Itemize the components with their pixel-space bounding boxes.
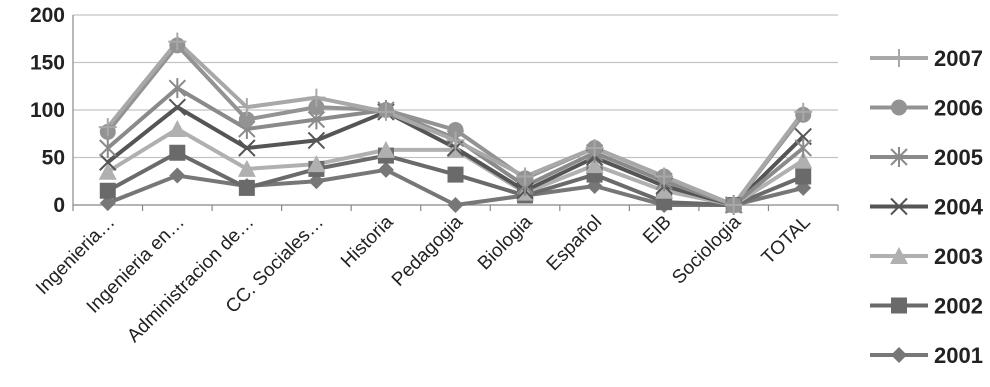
marker-circle xyxy=(891,99,907,116)
marker-diamond xyxy=(377,161,394,178)
marker-x xyxy=(99,153,117,171)
marker-plus xyxy=(516,167,535,186)
marker-plus xyxy=(98,118,117,137)
legend-label: 2005 xyxy=(934,145,983,170)
marker-plus xyxy=(724,196,743,214)
marker-square xyxy=(99,182,116,199)
marker-plus xyxy=(168,32,187,51)
marker-circle xyxy=(308,99,325,116)
x-tick-label: TOTAL xyxy=(758,212,815,269)
x-tick-label: Sociologia xyxy=(668,211,745,288)
x-tick-label: EIB xyxy=(639,212,676,249)
legend-label: 2006 xyxy=(934,96,983,121)
marker-triangle xyxy=(237,159,256,177)
marker-square xyxy=(238,179,255,196)
x-tick-label: Historia xyxy=(337,211,398,272)
marker-circle xyxy=(447,121,464,138)
marker-asterisk xyxy=(99,138,117,158)
marker-x xyxy=(238,139,256,157)
marker-triangle xyxy=(376,140,395,158)
marker-square xyxy=(169,144,186,161)
marker-plus xyxy=(307,88,326,107)
marker-triangle xyxy=(307,155,326,173)
legend-label: 2002 xyxy=(934,294,983,319)
marker-asterisk xyxy=(168,78,187,99)
marker-plus xyxy=(446,131,465,150)
legend-item-2003: 2003 xyxy=(870,244,983,269)
legend-label: 2004 xyxy=(934,195,984,220)
marker-diamond xyxy=(447,197,464,213)
x-tick-label: Biologia xyxy=(474,211,537,274)
x-axis: Ingenieria…Ingenieria en…Administracion … xyxy=(32,205,839,347)
y-tick-label: 50 xyxy=(42,147,65,170)
legend-label: 2001 xyxy=(934,343,983,368)
marker-square xyxy=(447,166,464,183)
marker-x xyxy=(307,131,326,150)
marker-plus xyxy=(890,49,908,67)
legend-item-2001: 2001 xyxy=(870,343,983,368)
y-tick-label: 0 xyxy=(53,194,65,217)
marker-plus xyxy=(655,167,674,186)
marker-square xyxy=(795,168,812,185)
y-axis: 0 50 100 150 200 xyxy=(30,4,74,217)
legend-label: 2003 xyxy=(934,244,983,269)
marker-plus xyxy=(585,139,604,157)
marker-x xyxy=(168,98,187,116)
marker-diamond xyxy=(169,167,186,184)
legend: 2007 2006 2005 2004 2003 2002 2001 xyxy=(870,46,984,368)
y-tick-label: 150 xyxy=(30,52,65,75)
marker-triangle xyxy=(890,247,908,264)
marker-diamond xyxy=(891,347,907,363)
series-markers xyxy=(98,32,813,215)
marker-triangle xyxy=(98,162,117,180)
marker-circle xyxy=(238,111,255,128)
marker-asterisk xyxy=(890,147,908,167)
x-tick-label: Administracion de… xyxy=(123,212,258,347)
marker-square xyxy=(891,297,907,314)
legend-item-2006: 2006 xyxy=(870,96,983,121)
legend-item-2005: 2005 xyxy=(870,145,983,170)
legend-label: 2007 xyxy=(934,46,983,71)
legend-item-2002: 2002 xyxy=(870,294,983,319)
marker-triangle xyxy=(794,151,813,169)
marker-plus xyxy=(376,102,395,121)
marker-diamond xyxy=(308,173,325,190)
marker-asterisk xyxy=(794,138,812,158)
marker-triangle xyxy=(585,156,604,174)
x-tick-label: Español xyxy=(543,212,606,275)
x-tick-label: Pedagogia xyxy=(388,211,467,290)
marker-plus xyxy=(237,98,256,117)
marker-x xyxy=(890,197,908,216)
marker-plus xyxy=(794,102,813,121)
marker-diamond xyxy=(99,195,116,212)
legend-item-2007: 2007 xyxy=(870,46,983,71)
y-tick-label: 200 xyxy=(30,4,65,27)
marker-triangle xyxy=(168,120,187,137)
y-tick-label: 100 xyxy=(30,99,65,122)
legend-item-2004: 2004 xyxy=(870,195,984,220)
